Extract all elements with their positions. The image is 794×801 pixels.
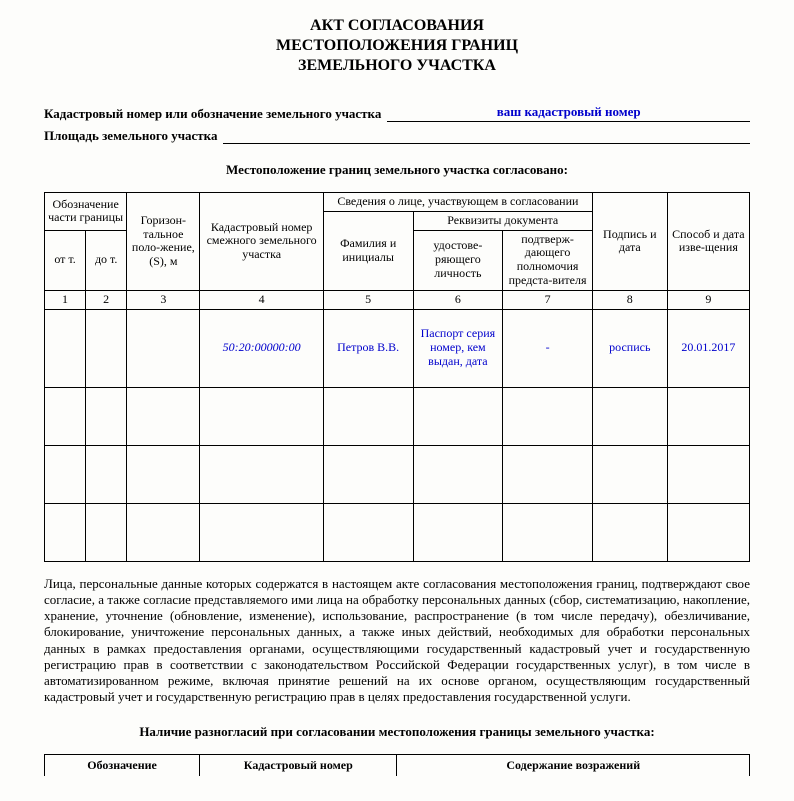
cadastral-number-field: Кадастровый номер или обозначение земель…: [44, 104, 750, 122]
cell: [45, 309, 86, 387]
area-field: Площадь земельного участка: [44, 128, 750, 144]
th-authority: подтверж-дающего полномочия предста-вите…: [503, 230, 593, 290]
colnum-4: 4: [200, 290, 323, 309]
th-to: до т.: [86, 230, 127, 290]
colnum-6: 6: [413, 290, 503, 309]
th-person-info: Сведения о лице, участвующем в согласова…: [323, 193, 592, 212]
cell: [127, 309, 200, 387]
subheading-2: Наличие разногласий при согласовании мес…: [44, 724, 750, 740]
area-label: Площадь земельного участка: [44, 128, 217, 144]
th-notice: Способ и дата изве-щения: [667, 193, 749, 291]
th-doc-req: Реквизиты документа: [413, 211, 592, 230]
cell-name: Петров В.В.: [323, 309, 413, 387]
colnum-7: 7: [503, 290, 593, 309]
title-line-1: АКТ СОГЛАСОВАНИЯ: [44, 16, 750, 36]
main-table: Обозначение части границы Горизон-тально…: [44, 192, 750, 562]
cell-authority: -: [503, 309, 593, 387]
colnum-3: 3: [127, 290, 200, 309]
th-boundary: Обозначение части границы: [45, 193, 127, 231]
table-row: [45, 503, 750, 561]
th-signature: Подпись и дата: [592, 193, 667, 291]
title-line-2: МЕСТОПОЛОЖЕНИЯ ГРАНИЦ: [44, 36, 750, 56]
cell-date: 20.01.2017: [667, 309, 749, 387]
title-line-3: ЗЕМЕЛЬНОГО УЧАСТКА: [44, 56, 750, 76]
colnum-8: 8: [592, 290, 667, 309]
cell-passport: Паспорт серия номер, кем выдан, дата: [413, 309, 503, 387]
th2-cadastral: Кадастровый номер: [200, 754, 397, 776]
th-from: от т.: [45, 230, 86, 290]
colnum-5: 5: [323, 290, 413, 309]
table-row: [45, 445, 750, 503]
th-name: Фамилия и инициалы: [323, 211, 413, 290]
colnum-2: 2: [86, 290, 127, 309]
th-cadastral: Кадастровый номер смежного земельного уч…: [200, 193, 323, 291]
cadastral-label: Кадастровый номер или обозначение земель…: [44, 106, 381, 122]
area-value: [223, 128, 750, 144]
cell: [86, 309, 127, 387]
colnum-1: 1: [45, 290, 86, 309]
table-row: [45, 387, 750, 445]
table-row: 50:20:00000:00 Петров В.В. Паспорт серия…: [45, 309, 750, 387]
column-numbers-row: 1 2 3 4 5 6 7 8 9: [45, 290, 750, 309]
colnum-9: 9: [667, 290, 749, 309]
subheading-1: Местоположение границ земельного участка…: [44, 162, 750, 178]
document-title: АКТ СОГЛАСОВАНИЯ МЕСТОПОЛОЖЕНИЯ ГРАНИЦ З…: [44, 16, 750, 76]
th-horiz: Горизон-тальное поло-жение, (S), м: [127, 193, 200, 291]
cell-cadastral: 50:20:00000:00: [200, 309, 323, 387]
disagreements-table: Обозначение Кадастровый номер Содержание…: [44, 754, 750, 776]
th-identity: удостове-ряющего личность: [413, 230, 503, 290]
th2-objections: Содержание возражений: [397, 754, 750, 776]
cadastral-value: ваш кадастровый номер: [387, 104, 750, 122]
th2-designation: Обозначение: [45, 754, 200, 776]
cell-signature: роспись: [592, 309, 667, 387]
legal-text: Лица, персональные данные которых содерж…: [44, 576, 750, 706]
